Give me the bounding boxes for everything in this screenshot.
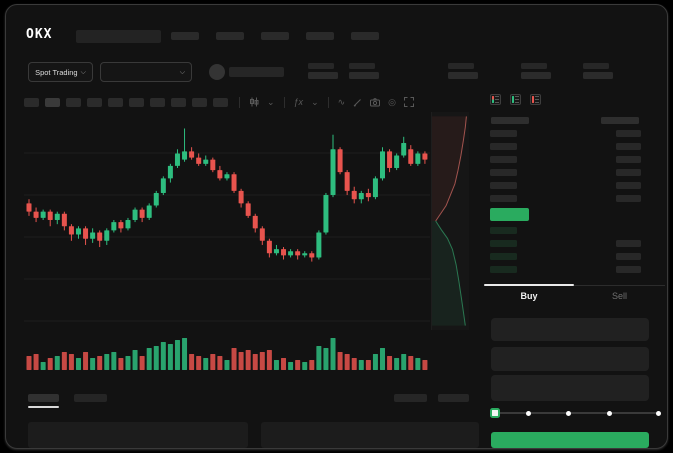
main-nav [171,32,379,40]
okx-logo: OKX [26,27,53,42]
book-combined-icon[interactable] [490,94,501,105]
slider-stop[interactable] [566,410,571,416]
timeframe-button[interactable] [192,97,207,107]
bottom-panel [28,422,248,448]
chevron-down-icon: ⌵ [179,68,185,76]
timeframe-button[interactable] [129,97,144,107]
slider-handle[interactable] [490,407,500,418]
candlestick-type-icon[interactable] [249,97,259,107]
stat-group [349,63,379,79]
nav-item[interactable] [261,32,289,40]
ask-row-amount[interactable] [616,143,641,150]
bid-row-price[interactable] [490,253,517,260]
divider [327,96,329,108]
depth-panel[interactable] [431,112,469,330]
ask-row-price[interactable] [490,143,517,150]
depth-chart [432,116,467,326]
nav-item[interactable] [351,32,379,40]
chevron-down-icon[interactable]: ⌄ [311,96,319,107]
divider [239,96,240,108]
ask-row-amount[interactable] [616,156,641,163]
bottom-link[interactable] [394,394,427,402]
app-window: OKX Spot Trading ⌵ ⌵ ⌄ ƒx ⌄ ∿ ◎ [5,4,668,449]
ask-row-price[interactable] [490,169,517,176]
search-bar[interactable] [76,30,161,43]
divider [283,96,285,108]
stat-group [583,63,613,79]
slider-stop[interactable] [656,410,661,416]
chevron-down-icon[interactable]: ⌄ [267,96,275,107]
timeframe-button[interactable] [108,97,123,107]
book-asks-icon[interactable] [530,94,541,105]
timeframe-button[interactable] [171,97,186,107]
orderbook-header-price [491,117,529,124]
orderbook-header-amount [601,117,639,124]
ask-row-price[interactable] [490,182,517,189]
nav-item[interactable] [306,32,334,40]
timeframe-button[interactable] [213,97,228,107]
price-input[interactable] [491,318,649,341]
timeframe-button[interactable] [87,97,102,107]
bottom-tab-active-indicator [28,406,59,408]
nav-item[interactable] [216,32,244,40]
bottom-panel [261,422,479,448]
orderbook-view-switcher [490,94,541,105]
candlestick-chart[interactable] [24,112,430,330]
ask-row-price[interactable] [490,130,517,137]
tab-buy[interactable]: Buy [520,291,538,301]
bid-row-price[interactable] [490,266,517,273]
bid-row-price[interactable] [490,227,517,234]
amount-slider[interactable] [494,412,661,414]
coin-icon [209,64,225,80]
stat-group [521,63,551,79]
bottom-tab[interactable] [74,394,107,402]
stat-group [308,63,338,79]
draw-tool-icon[interactable] [353,98,362,107]
volume-chart[interactable] [24,336,430,370]
ask-row-amount[interactable] [616,182,641,189]
last-price-badge[interactable] [490,208,529,221]
pair-name-placeholder [229,67,284,77]
ask-row-amount[interactable] [616,130,641,137]
market-type-label: Spot Trading [35,67,78,77]
timer-icon[interactable]: ◎ [388,96,397,107]
bid-row-amount[interactable] [616,253,641,260]
bid-row-amount[interactable] [616,266,641,273]
bid-row-price[interactable] [490,240,517,247]
divider [484,285,665,286]
market-type-select[interactable]: Spot Trading ⌵ [28,62,93,82]
tab-sell[interactable]: Sell [611,291,627,301]
ask-row-price[interactable] [490,156,517,163]
slider-stop[interactable] [525,410,531,416]
line-tool-icon[interactable]: ∿ [337,96,346,107]
buy-button[interactable] [491,432,649,448]
stat-group [448,63,478,79]
ask-row-amount[interactable] [616,169,641,176]
ask-row-amount[interactable] [616,195,641,202]
ask-row-price[interactable] [490,195,517,202]
timeframe-button[interactable] [24,97,39,107]
camera-icon[interactable] [370,97,381,107]
total-input[interactable] [491,375,649,401]
timeframe-button[interactable] [45,97,60,107]
slider-stop[interactable] [606,410,612,416]
timeframe-buttons [24,97,234,107]
chart-toolbar: ⌄ ƒx ⌄ ∿ ◎ [24,96,418,108]
book-bids-icon[interactable] [510,94,521,105]
bottom-link[interactable] [438,394,469,402]
nav-item[interactable] [171,32,199,40]
bid-row-amount[interactable] [616,240,641,247]
amount-input[interactable] [491,347,649,371]
timeframe-button[interactable] [66,97,81,107]
indicators-fx-icon[interactable]: ƒx [293,96,304,107]
buy-tab-indicator [484,284,574,286]
fullscreen-icon[interactable] [404,97,415,107]
timeframe-button[interactable] [150,97,165,107]
order-panel: Buy Sell [484,89,665,448]
chevron-down-icon: ⌵ [80,68,86,76]
bottom-tab-active[interactable] [28,394,59,402]
pair-select[interactable]: ⌵ [100,62,192,82]
